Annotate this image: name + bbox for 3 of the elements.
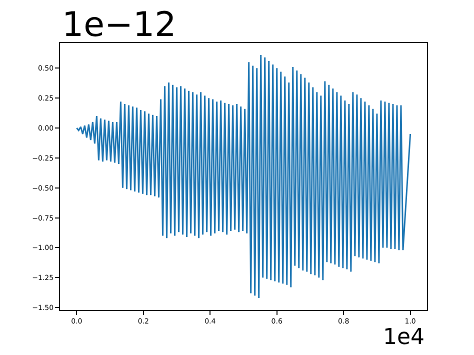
text: 1e4 <box>383 325 425 350</box>
line-series <box>76 54 412 299</box>
annotation: 1e−12 <box>62 5 176 45</box>
